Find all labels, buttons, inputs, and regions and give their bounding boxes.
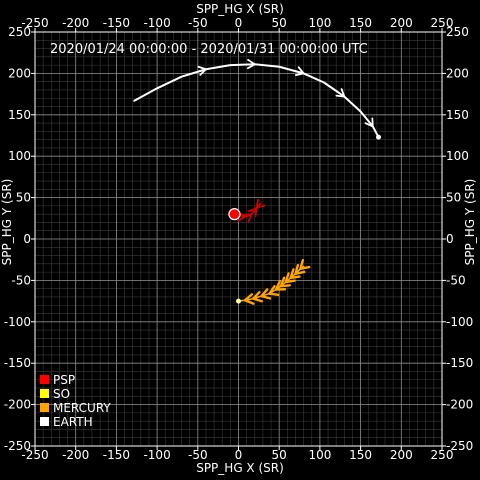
- x-tick-label-bottom: 250: [431, 448, 454, 462]
- x-tick-label-top: -100: [143, 16, 170, 30]
- y-tick-label-left: -250: [4, 439, 31, 453]
- legend-label-mercury: MERCURY: [53, 401, 111, 415]
- y-tick-label-right: 100: [446, 149, 469, 163]
- mercury-direction-arrow: [284, 272, 296, 284]
- tick-labels: -250-250-250 -250-200-200-200 -200-150-150…: [4, 16, 473, 462]
- legend-swatch-earth: [40, 417, 49, 426]
- mercury-direction-arrow: [251, 290, 263, 303]
- x-tick-label-top: -150: [103, 16, 130, 30]
- earth-direction-arrow: [364, 117, 374, 128]
- legend-label-psp: PSP: [53, 373, 75, 387]
- legend-swatch-so: [40, 389, 49, 398]
- x-tick-label-bottom: -50: [188, 448, 208, 462]
- x-tick-label-bottom: 150: [349, 448, 372, 462]
- y-tick-label-right: -50: [446, 273, 466, 287]
- mercury-direction-arrow: [279, 276, 291, 288]
- x-tick-label-bottom: -200: [62, 448, 89, 462]
- y-tick-label-left: 250: [8, 25, 31, 39]
- y-tick-label-right: -150: [446, 356, 473, 370]
- y-axis-title-right: SPP_HG Y (SR): [463, 179, 477, 266]
- y-tick-label-left: 200: [8, 66, 31, 80]
- earth-direction-arrow: [294, 66, 305, 76]
- mercury-direction-arrow: [289, 268, 301, 280]
- legend-label-earth: EARTH: [53, 415, 93, 429]
- y-tick-label-left: -50: [11, 273, 31, 287]
- y-tick-label-right: 250: [446, 25, 469, 39]
- y-tick-label-left: 50: [16, 191, 31, 205]
- x-tick-label-top: -50: [188, 16, 208, 30]
- earth-direction-arrow: [197, 65, 207, 76]
- mercury-position-marker: [236, 298, 241, 304]
- x-tick-label-top: 0: [235, 16, 243, 30]
- earth-trajectory: [133, 63, 380, 139]
- psp-position-marker: [228, 208, 241, 221]
- series-layer: [133, 58, 382, 305]
- x-tick-label-bottom: -100: [143, 448, 170, 462]
- x-tick-label-bottom: -250: [21, 448, 48, 462]
- legend-swatch-psp: [40, 375, 49, 384]
- y-tick-label-left: -150: [4, 356, 31, 370]
- y-tick-label-right: 200: [446, 66, 469, 80]
- axis-ticks: [31, 28, 446, 450]
- x-tick-label-top: -250: [21, 16, 48, 30]
- y-tick-label-left: 100: [8, 149, 31, 163]
- mercury-direction-arrow: [299, 258, 311, 271]
- y-axis-title-left: SPP_HG Y (SR): [0, 179, 14, 266]
- x-tick-label-bottom: 50: [272, 448, 287, 462]
- major-grid: [34, 31, 443, 447]
- x-axis-title-bottom: SPP_HG X (SR): [196, 461, 284, 475]
- x-tick-label-top: -200: [62, 16, 89, 30]
- y-tick-label-right: 50: [446, 191, 461, 205]
- legend-swatch-mercury: [40, 403, 49, 412]
- psp-direction-arrow: [255, 198, 266, 209]
- x-axis-title-top: SPP_HG X (SR): [196, 2, 284, 16]
- x-tick-label-top: 100: [308, 16, 331, 30]
- chart-title: 2020/01/24 00:00:00 - 2020/01/31 00:00:0…: [50, 42, 368, 57]
- mercury-direction-arrow: [274, 280, 287, 291]
- legend-label-so: SO: [53, 387, 70, 401]
- y-tick-label-right: 0: [446, 232, 454, 246]
- x-tick-label-top: 200: [390, 16, 413, 30]
- x-tick-label-top: 50: [272, 16, 287, 30]
- y-tick-label-right: -250: [446, 439, 473, 453]
- earth-position-marker: [376, 134, 382, 140]
- mercury-direction-arrow: [243, 293, 255, 305]
- x-tick-label-bottom: 200: [390, 448, 413, 462]
- mercury-direction-arrow: [260, 288, 272, 300]
- y-tick-label-right: -200: [446, 398, 473, 412]
- y-tick-label-left: 0: [23, 232, 31, 246]
- y-tick-label-left: 150: [8, 108, 31, 122]
- y-tick-label-right: 150: [446, 108, 469, 122]
- y-tick-label-left: -100: [4, 315, 31, 329]
- mercury-direction-arrow: [268, 285, 280, 296]
- psp-direction-arrow: [242, 213, 253, 223]
- x-tick-label-top: 150: [349, 16, 372, 30]
- earth-direction-arrow: [335, 88, 346, 98]
- y-tick-label-left: -200: [4, 398, 31, 412]
- psp-trajectory: [233, 202, 262, 218]
- x-tick-label-bottom: 0: [235, 448, 243, 462]
- x-tick-label-top: 250: [431, 16, 454, 30]
- earth-direction-arrow: [246, 58, 256, 70]
- mercury-direction-arrow: [294, 263, 306, 275]
- x-tick-label-bottom: 100: [308, 448, 331, 462]
- y-tick-label-right: -100: [446, 315, 473, 329]
- x-tick-label-bottom: -150: [103, 448, 130, 462]
